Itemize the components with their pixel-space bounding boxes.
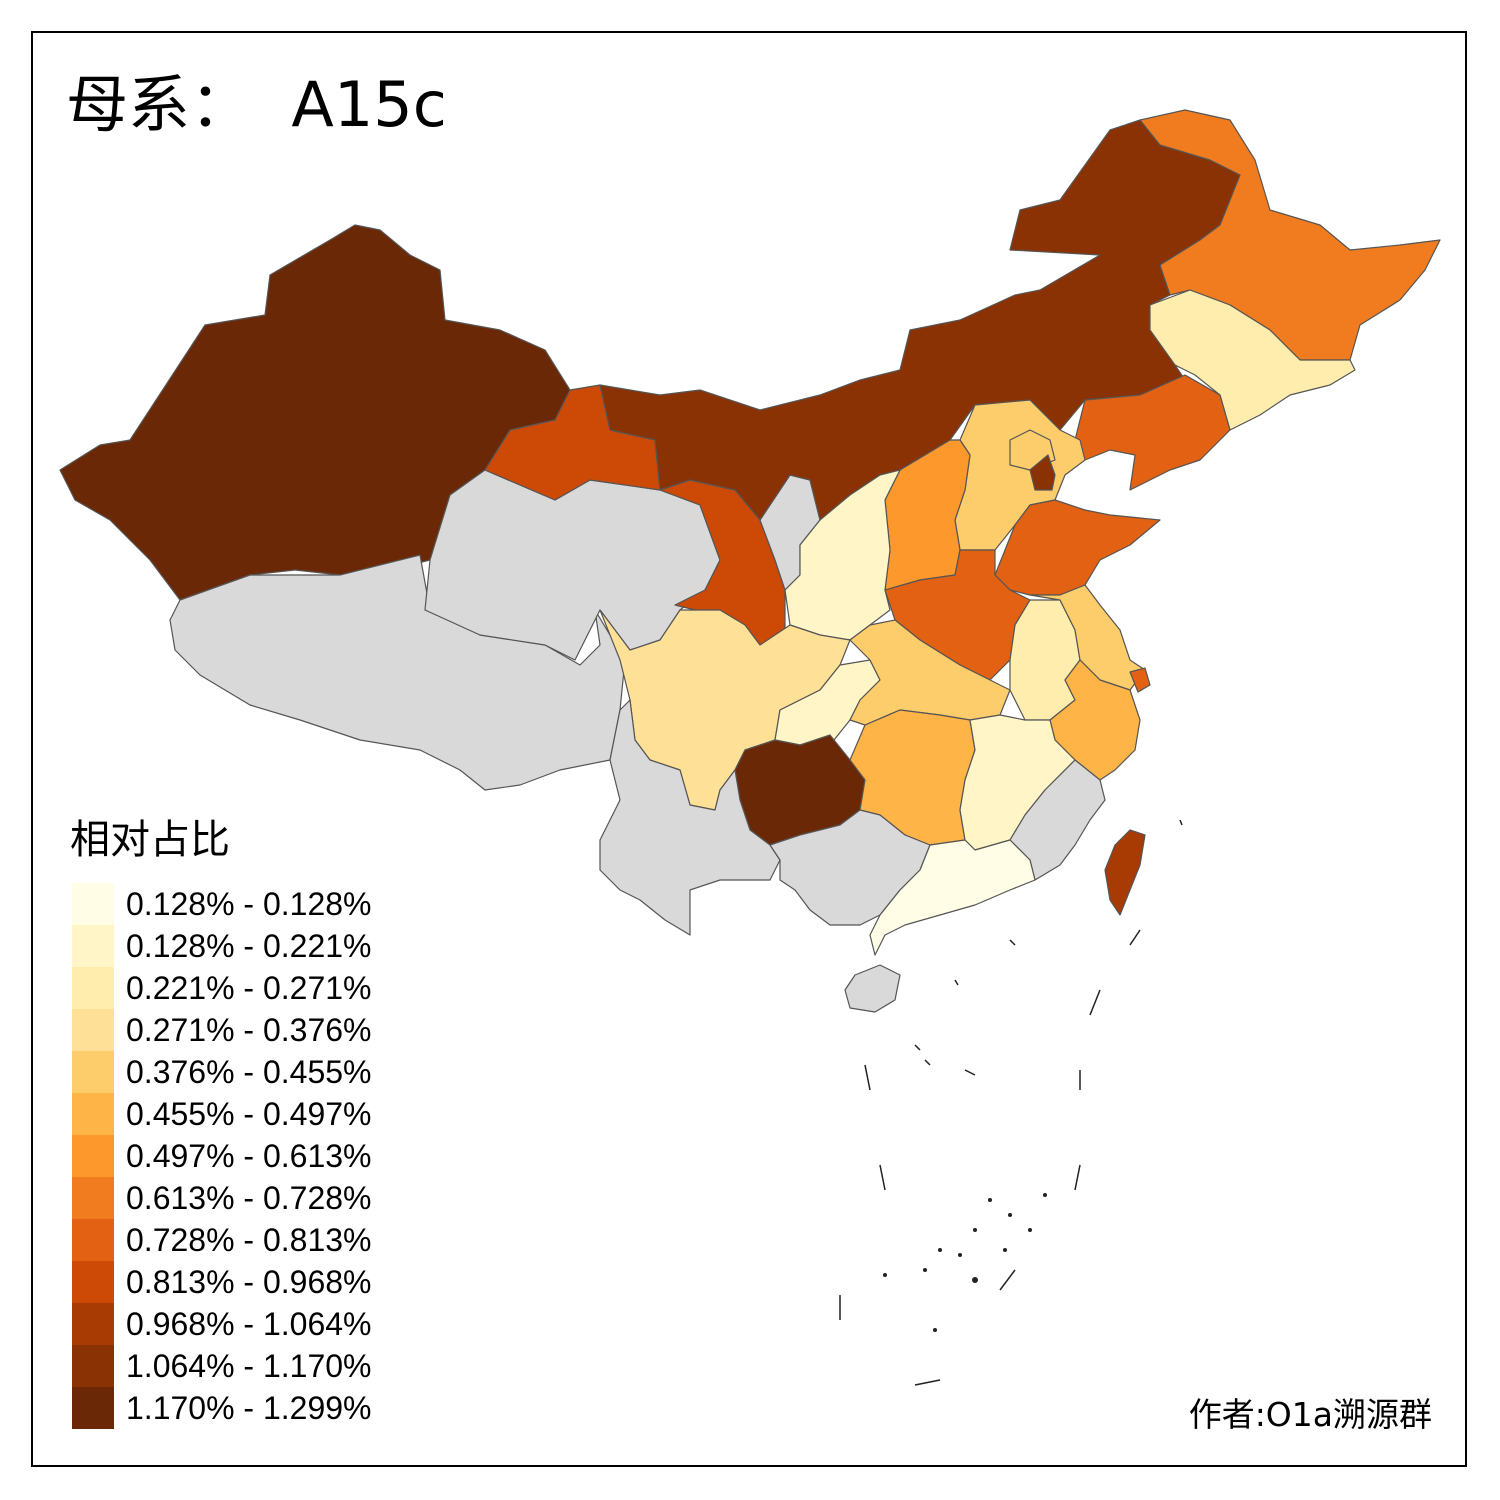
legend: 0.128% - 0.128% 0.128% - 0.221% 0.221% -… xyxy=(72,883,372,1429)
legend-label: 1.064% - 1.170% xyxy=(126,1347,372,1384)
legend-item: 0.128% - 0.128% xyxy=(72,883,372,925)
legend-swatch xyxy=(72,1219,114,1261)
legend-label: 0.271% - 0.376% xyxy=(126,1011,372,1048)
legend-item: 0.613% - 0.728% xyxy=(72,1177,372,1219)
region-shandong xyxy=(994,499,1161,596)
legend-item: 0.271% - 0.376% xyxy=(72,1009,372,1051)
legend-label: 0.728% - 0.813% xyxy=(126,1221,372,1258)
region-tianjin xyxy=(1029,454,1056,491)
legend-swatch xyxy=(72,1387,114,1429)
legend-item: 0.728% - 0.813% xyxy=(72,1219,372,1261)
legend-item: 0.128% - 0.221% xyxy=(72,925,372,967)
legend-swatch xyxy=(72,883,114,925)
legend-swatch xyxy=(72,1177,114,1219)
legend-item: 0.813% - 0.968% xyxy=(72,1261,372,1303)
legend-swatch xyxy=(72,1303,114,1345)
legend-title: 相对占比 xyxy=(70,817,230,863)
region-jilin xyxy=(1149,289,1356,431)
legend-label: 0.128% - 0.128% xyxy=(126,885,372,922)
legend-label: 0.221% - 0.271% xyxy=(126,969,372,1006)
legend-swatch xyxy=(72,1051,114,1093)
region-taiwan xyxy=(1104,829,1146,916)
legend-label: 0.497% - 0.613% xyxy=(126,1137,372,1174)
legend-swatch xyxy=(72,1093,114,1135)
map-frame xyxy=(31,31,1467,1467)
scattered-reefs xyxy=(883,1193,1047,1332)
region-guangdong xyxy=(869,839,1036,956)
legend-label: 0.613% - 0.728% xyxy=(126,1179,372,1216)
legend-item: 0.376% - 0.455% xyxy=(72,1051,372,1093)
legend-swatch xyxy=(72,925,114,967)
legend-swatch xyxy=(72,1135,114,1177)
author-credit: 作者:O1a溯源群 xyxy=(1188,1395,1432,1434)
legend-item: 0.455% - 0.497% xyxy=(72,1093,372,1135)
legend-item: 0.968% - 1.064% xyxy=(72,1303,372,1345)
south-china-sea-islands xyxy=(839,819,1183,1386)
legend-swatch xyxy=(72,1261,114,1303)
map-title: 母系： A15c xyxy=(66,68,447,141)
legend-label: 1.170% - 1.299% xyxy=(126,1389,372,1426)
legend-label: 0.813% - 0.968% xyxy=(126,1263,372,1300)
region-shaanxi xyxy=(784,469,901,641)
legend-item: 1.064% - 1.170% xyxy=(72,1345,372,1387)
region-shanghai xyxy=(1129,667,1151,693)
legend-swatch xyxy=(72,1345,114,1387)
legend-item: 0.497% - 0.613% xyxy=(72,1135,372,1177)
legend-swatch xyxy=(72,967,114,1009)
legend-item: 0.221% - 0.271% xyxy=(72,967,372,1009)
legend-label: 0.128% - 0.221% xyxy=(126,927,372,964)
legend-item: 1.170% - 1.299% xyxy=(72,1387,372,1429)
legend-label: 0.376% - 0.455% xyxy=(126,1053,372,1090)
region-hainan xyxy=(844,964,901,1013)
legend-label: 0.455% - 0.497% xyxy=(126,1095,372,1132)
legend-swatch xyxy=(72,1009,114,1051)
legend-label: 0.968% - 1.064% xyxy=(126,1305,372,1342)
